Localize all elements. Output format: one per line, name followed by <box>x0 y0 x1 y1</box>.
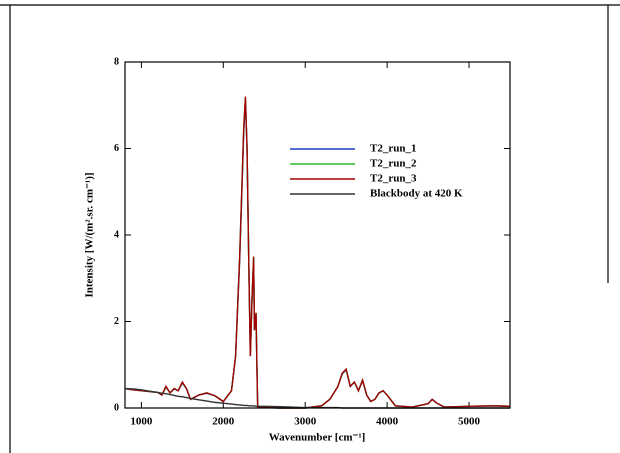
legend-label: T2_run_3 <box>370 173 417 185</box>
y-tick-label: 4 <box>114 229 119 240</box>
legend-label: T2_run_1 <box>370 143 416 155</box>
series-line <box>124 96 511 409</box>
x-axis-label: Wavenumber [cm⁻¹] <box>269 432 366 444</box>
y-tick-label: 8 <box>114 56 119 67</box>
x-tick-label: 4000 <box>376 416 399 428</box>
series-line <box>124 100 511 409</box>
series-line <box>124 387 510 409</box>
y-tick-label: 2 <box>114 316 119 327</box>
x-tick-label: 1000 <box>130 416 153 428</box>
x-tick-label: 5000 <box>458 416 481 428</box>
legend-label: T2_run_2 <box>370 158 417 170</box>
x-tick-label: 2000 <box>212 416 235 428</box>
x-tick-label: 3000 <box>294 416 317 428</box>
y-tick-label: 6 <box>114 143 119 154</box>
plot-frame <box>124 61 511 409</box>
y-axis-label: Intensity [W/(m².sr. cm⁻¹)] <box>84 172 96 297</box>
legend-label: Blackbody at 420 K <box>370 188 463 200</box>
y-tick-label: 0 <box>114 402 119 413</box>
series-line <box>124 98 511 409</box>
